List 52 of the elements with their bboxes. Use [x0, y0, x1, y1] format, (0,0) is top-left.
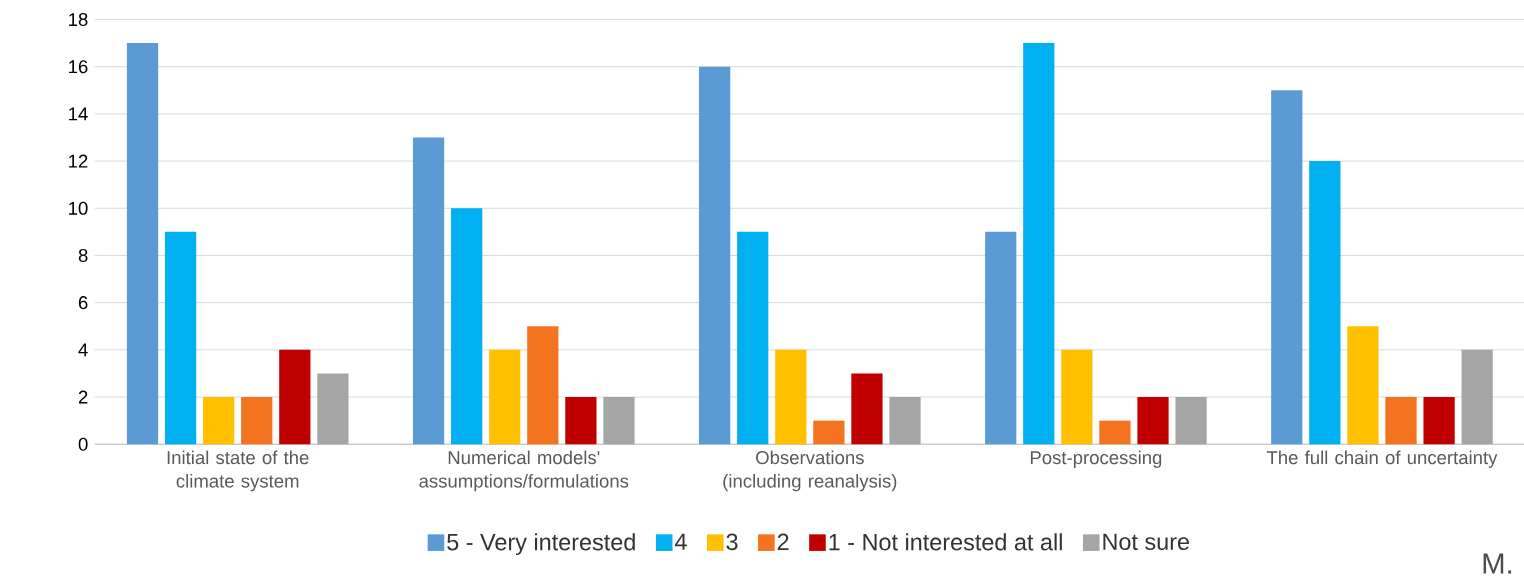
- legend-label: Not sure: [1103, 533, 1189, 551]
- x-tick-label: Numerical models' assumptions/formulations: [419, 450, 629, 492]
- bar: [565, 397, 597, 445]
- y-tick-label: 10: [69, 201, 88, 215]
- bar: [1023, 43, 1055, 445]
- y-tick-label: 0: [78, 437, 88, 451]
- legend-label: 2: [777, 533, 789, 550]
- bar: [985, 231, 1017, 445]
- bar: [889, 397, 921, 445]
- y-tick-label: 2: [78, 390, 88, 404]
- bar: [451, 208, 483, 445]
- bar: [1423, 397, 1455, 445]
- bar: [1175, 397, 1207, 445]
- bar: [775, 349, 807, 445]
- bar: [126, 43, 159, 445]
- y-tick-label: 18: [69, 13, 88, 27]
- bar: [412, 137, 445, 445]
- legend-label: 1 - Not interested at all: [829, 533, 1062, 551]
- bar: [203, 397, 235, 445]
- y-tick-label: 4: [78, 343, 88, 357]
- y-tick-label: 6: [78, 296, 88, 310]
- bar: [1061, 349, 1093, 445]
- bar: [527, 326, 559, 445]
- y-tick-label: 16: [69, 60, 88, 74]
- y-tick-label: 14: [69, 107, 88, 121]
- bar: [1309, 161, 1341, 445]
- bar: [1347, 326, 1379, 445]
- x-tick-label: The full chain of uncertainty: [1266, 450, 1498, 468]
- x-tick-label: Post-processing: [1030, 450, 1162, 468]
- y-tick-label: 12: [69, 154, 88, 168]
- bar: [489, 349, 521, 445]
- legend-label: 4: [674, 533, 687, 550]
- x-tick-label: Initial state of the climate system: [167, 450, 309, 492]
- bar: [699, 66, 731, 445]
- bar: [851, 373, 883, 445]
- x-tick-label: Observations (including reanalysis): [723, 450, 897, 492]
- bar: [241, 397, 273, 445]
- bar: [1271, 90, 1303, 445]
- bar: [317, 373, 349, 445]
- y-tick-label: 8: [78, 248, 88, 263]
- bar: [1099, 420, 1131, 445]
- text: M.: [1483, 553, 1512, 574]
- bar: [603, 397, 635, 445]
- bar: [1385, 397, 1417, 445]
- legend-label: 3: [726, 533, 738, 551]
- legend-label: 5 - Very interested: [447, 533, 635, 556]
- bar: [1137, 397, 1169, 445]
- bar: [813, 420, 845, 445]
- bar: [164, 231, 197, 445]
- bar: [1461, 349, 1493, 445]
- bar: [279, 349, 311, 445]
- bar: [737, 231, 769, 445]
